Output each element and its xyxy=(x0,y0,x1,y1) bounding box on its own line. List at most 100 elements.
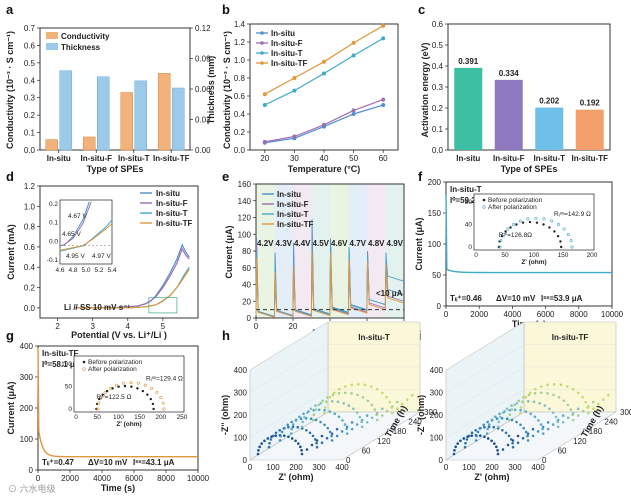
panel-i-eis-point xyxy=(539,385,543,388)
panel-g-i0-label: I⁰=58.1 μA xyxy=(42,360,81,369)
panel-d-legend-label: In-situ-F xyxy=(156,199,188,208)
panel-i-eis-point xyxy=(539,423,543,426)
panel-b-point xyxy=(322,122,326,127)
panel-g-inset-before-point xyxy=(123,384,127,388)
panel-h-eis-point xyxy=(287,425,290,429)
panel-d-inset-line xyxy=(59,201,92,247)
panel-i-eis-point xyxy=(521,400,525,404)
panel-h-eis-point xyxy=(360,425,364,429)
panel-f-current-line xyxy=(445,194,612,274)
panel-a-xlabel: Type of SPEs xyxy=(87,164,144,174)
panel-h-eis-tail-point xyxy=(411,393,414,397)
panel-i-eis-point xyxy=(571,387,575,391)
panel-e-threshold-label: <10 μA xyxy=(376,289,403,298)
panel-e-y-tick-label: 140 xyxy=(238,197,252,206)
panel-i-eis-point xyxy=(566,403,570,407)
panel-h-eis-point xyxy=(323,411,326,415)
panel-a-y-tick-label: 0.6 xyxy=(24,41,36,50)
panel-h-eis-point xyxy=(271,434,275,438)
panel-d-ylabel: Current (mA) xyxy=(6,224,16,280)
panel-c-y-tick-label: 0.2 xyxy=(432,104,444,113)
panel-h-eis-point xyxy=(291,425,295,429)
panel-b-point xyxy=(292,134,297,139)
panel-f-inset-after-point xyxy=(570,245,574,249)
panel-g-inset-after-point xyxy=(159,396,163,400)
panel-h-title: In-situ-T xyxy=(358,333,390,342)
panel-h-grid xyxy=(249,366,329,416)
panel-b-x-tick-label: 60 xyxy=(379,154,388,163)
panel-h-eis-tail-point xyxy=(380,407,384,411)
panel-a-y-tick-label: 0.4 xyxy=(24,76,36,85)
panel-d-legend-label: In-situ xyxy=(156,189,180,198)
panel-g-inset-after-point xyxy=(115,383,119,387)
panel-g-y-tick-label: 200 xyxy=(20,404,34,413)
panel-a-conductivity-bar xyxy=(45,139,58,151)
panel-f-y-tick-label: 150 xyxy=(428,209,442,218)
panel-d-x-tick-label: 4 xyxy=(126,322,131,331)
panel-f-inset-before-point xyxy=(498,240,501,243)
panel-i-eis-point xyxy=(519,411,522,415)
panel-h-eis-point xyxy=(308,431,312,435)
panel-i-eis-point xyxy=(529,412,533,416)
panel-h-x-tick-label: 0 xyxy=(248,463,253,472)
panel-h-eis-point xyxy=(296,442,300,445)
panel-g-inset-before-point xyxy=(105,389,109,393)
panel-b-legend-marker xyxy=(260,51,264,55)
panel-h-eis-point xyxy=(256,452,260,456)
panel-g-inset-before-point xyxy=(149,397,152,401)
panel-d-inset-x-tick: 5.0 xyxy=(81,267,90,274)
panel-b-point xyxy=(381,23,386,28)
panel-g-inset-x-tick: 150 xyxy=(134,414,145,421)
panel-i-eis-point xyxy=(517,399,520,403)
panel-e-y-tick-label: 40 xyxy=(242,281,251,290)
panel-i-eis-point xyxy=(499,415,502,419)
panel-g-inset-legend-marker xyxy=(82,360,86,364)
panel-i-eis-point xyxy=(508,408,511,412)
panel-i-eis-point xyxy=(513,408,517,412)
panel-h-eis-point xyxy=(289,432,293,435)
panel-i-eis-tail-point xyxy=(576,407,580,411)
panel-e-voltage-label: 4.3V xyxy=(276,239,293,248)
panel-i-x-tick-label: 200 xyxy=(485,463,499,472)
panel-e-voltage-band xyxy=(348,184,367,318)
panel-h-eis-tail-point xyxy=(335,434,339,438)
panel-h-eis-point xyxy=(290,437,294,440)
panel-i-eis-point xyxy=(470,431,474,435)
panel-i-eis-tail-point xyxy=(546,427,550,431)
panel-h-eis-point xyxy=(337,415,341,419)
panel-i-eis-point xyxy=(557,396,561,399)
panel-h-eis-point xyxy=(315,445,319,449)
panel-a-legend-label: Conductivity xyxy=(61,32,110,41)
panel-g-inset-legend-marker xyxy=(82,367,86,371)
panel-i-grid xyxy=(445,344,525,393)
panel-f-inset-after-point xyxy=(534,216,538,220)
panel-e-series-line xyxy=(255,250,404,318)
panel-h-eis-point xyxy=(375,418,379,422)
panel-g-inset-after-point xyxy=(97,401,101,405)
panel-h-eis-point xyxy=(381,391,384,395)
panel-i-eis-point xyxy=(496,425,500,429)
panel-i-eis-point xyxy=(546,392,549,395)
panel-g-inset-x-tick: 50 xyxy=(94,414,102,421)
panel-g-inset-x-tick: 200 xyxy=(155,414,166,421)
panel-i-eis-point xyxy=(464,441,467,445)
panel-e-legend-label: In-situ xyxy=(277,190,301,199)
panel-i-eis-point xyxy=(487,425,491,429)
panel-b-point xyxy=(322,71,326,76)
panel-b-point xyxy=(351,40,356,45)
panel-c-x-tick-label: In-situ xyxy=(456,154,480,163)
panel-i-eis-point xyxy=(566,385,569,388)
panel-i-z-tick-label: 180 xyxy=(589,427,603,436)
panel-h-eis-point xyxy=(343,385,347,388)
panel-a-y2-tick-label: 0.12 xyxy=(195,24,211,33)
panel-e-voltage-band xyxy=(256,184,275,318)
panel-i-eis-point xyxy=(487,423,491,426)
panel-h-eis-tail-point xyxy=(350,427,354,431)
panel-a-y-tick-label: 0.5 xyxy=(24,59,36,68)
panel-i-eis-point xyxy=(465,438,469,441)
panel-h-eis-point xyxy=(332,391,336,395)
panel-h-eis-point xyxy=(370,403,374,407)
panel-h-eis-point xyxy=(290,420,293,424)
panel-h-eis-tail-point xyxy=(320,434,324,438)
